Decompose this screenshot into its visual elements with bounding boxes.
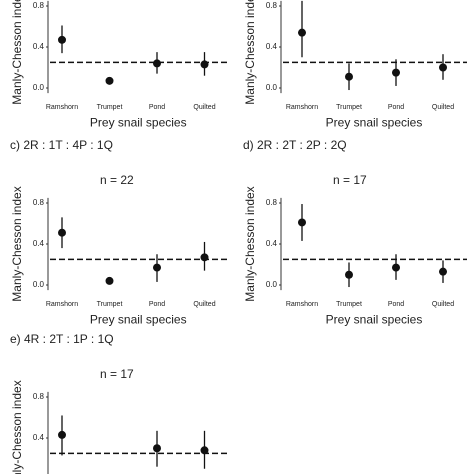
y-tick-label: 0.8 xyxy=(33,1,45,10)
point xyxy=(200,60,209,69)
y-tick-label: 0.8 xyxy=(33,392,45,401)
point xyxy=(392,263,400,272)
x-tick-label: Pond xyxy=(388,104,404,111)
x-tick-label: Ramshorn xyxy=(286,301,318,308)
y-tick-label: 0.8 xyxy=(266,1,278,10)
y-tick-label: 0.8 xyxy=(266,198,278,207)
sample-size: n = 22 xyxy=(100,173,134,187)
point xyxy=(105,276,114,285)
point xyxy=(298,218,306,227)
y-tick-label: 0.4 xyxy=(33,239,45,248)
panel-title: e) 4R : 2T : 1P : 1Q xyxy=(10,332,114,346)
point xyxy=(345,270,353,279)
y-tick-label: 0.0 xyxy=(266,280,278,289)
x-axis-title: Prey snail species xyxy=(326,115,423,129)
y-axis-title: Manly-Chesson index xyxy=(10,186,24,301)
x-tick-label: Quilted xyxy=(432,301,454,308)
y-tick-label: 0.4 xyxy=(33,433,45,442)
panel-title: d) 2R : 2T : 2P : 2Q xyxy=(243,138,347,152)
point xyxy=(58,430,66,439)
y-tick-label: 0.4 xyxy=(266,239,278,248)
x-tick-label: Ramshorn xyxy=(46,301,78,308)
y-tick-label: 0.8 xyxy=(33,198,45,207)
point xyxy=(153,59,161,68)
y-tick-label: 0.0 xyxy=(266,83,278,92)
point xyxy=(439,267,447,276)
point xyxy=(298,28,306,37)
x-axis-title: Prey snail species xyxy=(90,312,187,326)
point xyxy=(153,444,161,453)
point xyxy=(58,35,66,44)
x-tick-label: Quilted xyxy=(432,104,454,111)
x-tick-label: Trumpet xyxy=(336,301,362,308)
point xyxy=(153,263,161,272)
sample-size: n = 17 xyxy=(100,367,134,381)
x-axis-title: Prey snail species xyxy=(326,312,423,326)
y-tick-label: 0.0 xyxy=(33,83,45,92)
y-tick-label: 0.0 xyxy=(33,280,45,289)
x-tick-label: Trumpet xyxy=(97,104,123,111)
x-tick-label: Pond xyxy=(388,301,404,308)
y-tick-label: 0.4 xyxy=(33,42,45,51)
x-tick-label: Pond xyxy=(149,301,165,308)
y-axis-title: Manly-Chesson index xyxy=(243,186,257,301)
point xyxy=(105,76,114,85)
y-tick-label: 0.4 xyxy=(266,42,278,51)
point xyxy=(200,446,209,455)
x-axis-title: Prey snail species xyxy=(90,115,187,129)
x-tick-label: Pond xyxy=(149,104,165,111)
x-tick-label: Trumpet xyxy=(97,301,123,308)
panel-title: c) 2R : 1T : 4P : 1Q xyxy=(10,138,113,152)
point xyxy=(392,68,400,77)
x-tick-label: Ramshorn xyxy=(46,104,78,111)
point xyxy=(345,72,353,81)
x-tick-label: Trumpet xyxy=(336,104,362,111)
x-tick-label: Quilted xyxy=(193,104,215,111)
y-axis-title: Manly-Chesson index xyxy=(10,380,24,474)
point xyxy=(58,228,66,237)
sample-size: n = 17 xyxy=(333,173,367,187)
y-axis-title: Manly-Chesson index xyxy=(243,0,257,105)
point xyxy=(439,63,447,72)
y-axis-title: Manly-Chesson index xyxy=(10,0,24,105)
x-tick-label: Ramshorn xyxy=(286,104,318,111)
x-tick-label: Quilted xyxy=(193,301,215,308)
point xyxy=(200,253,209,262)
